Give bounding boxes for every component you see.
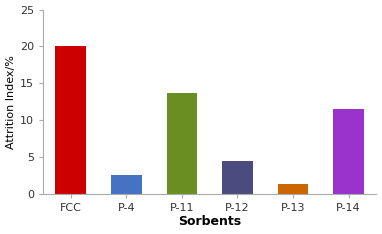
- Bar: [55, 46, 86, 194]
- Bar: [222, 161, 253, 194]
- Bar: [278, 184, 308, 194]
- X-axis label: Sorbents: Sorbents: [178, 216, 241, 228]
- Y-axis label: Attrition Index/%: Attrition Index/%: [6, 55, 16, 149]
- Bar: [167, 93, 197, 194]
- Bar: [111, 175, 142, 194]
- Bar: [333, 109, 364, 194]
